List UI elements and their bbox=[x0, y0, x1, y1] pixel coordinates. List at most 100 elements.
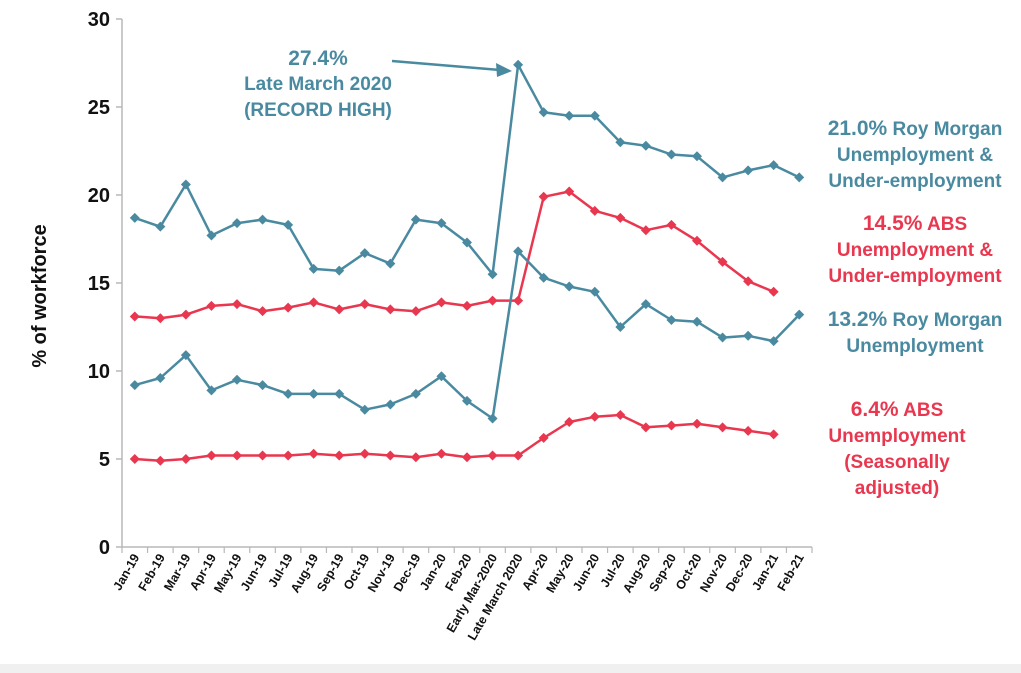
data-point bbox=[308, 448, 319, 459]
data-point bbox=[768, 336, 779, 347]
data-point bbox=[462, 237, 472, 248]
data-point bbox=[487, 269, 498, 280]
data-point bbox=[564, 110, 575, 121]
bottom-strip bbox=[0, 664, 1021, 673]
y-tick-label: 15 bbox=[88, 273, 110, 295]
y-tick-label: 0 bbox=[99, 537, 110, 559]
data-point bbox=[436, 448, 447, 459]
y-tick-label: 5 bbox=[99, 449, 110, 471]
data-point bbox=[615, 410, 626, 420]
series-2 bbox=[129, 186, 779, 324]
data-point bbox=[410, 306, 421, 317]
data-point bbox=[155, 313, 166, 324]
data-point bbox=[180, 309, 191, 320]
series-line bbox=[134, 413, 774, 463]
data-point bbox=[589, 411, 600, 422]
data-point bbox=[640, 225, 651, 236]
data-point bbox=[768, 429, 779, 440]
data-point bbox=[794, 309, 805, 320]
data-point bbox=[359, 448, 370, 459]
data-point bbox=[129, 212, 140, 223]
data-point bbox=[257, 380, 268, 391]
data-point bbox=[743, 330, 754, 341]
data-point bbox=[283, 450, 294, 461]
label-rm-unemp: 13.2% Roy Morgan Unemployment bbox=[812, 307, 1018, 360]
data-point bbox=[308, 263, 319, 274]
y-axis-label: % of workforce bbox=[29, 224, 51, 367]
label-abs-unemp-underemp: 14.5% ABS Unemployment & Under-employmen… bbox=[812, 211, 1018, 290]
data-point bbox=[564, 417, 575, 428]
record-high-date: Late March 2020 bbox=[244, 74, 392, 95]
series-line bbox=[134, 190, 775, 320]
data-point bbox=[283, 388, 294, 399]
data-point bbox=[385, 304, 396, 315]
data-point bbox=[717, 422, 728, 433]
record-high-note: (RECORD HIGH) bbox=[244, 100, 392, 121]
data-point bbox=[180, 454, 191, 464]
data-point bbox=[589, 110, 600, 121]
data-point bbox=[538, 191, 549, 202]
data-point bbox=[410, 388, 421, 399]
data-point bbox=[155, 455, 166, 466]
abs-unemp-line3: (Seasonally bbox=[844, 452, 950, 473]
data-point bbox=[257, 450, 268, 461]
data-point bbox=[538, 107, 549, 118]
data-point bbox=[257, 214, 268, 225]
data-point bbox=[129, 380, 140, 391]
record-high-annotation: 27.4% Late March 2020 (RECORD HIGH) bbox=[200, 46, 436, 124]
data-point bbox=[743, 425, 754, 436]
data-point bbox=[513, 450, 524, 461]
data-point bbox=[640, 299, 651, 310]
data-point bbox=[487, 450, 498, 461]
data-point bbox=[206, 450, 217, 461]
data-point bbox=[640, 422, 651, 433]
data-point bbox=[308, 388, 319, 399]
data-point bbox=[129, 311, 140, 322]
data-point bbox=[692, 235, 702, 246]
rm-unemp-underemp-name: Roy Morgan bbox=[892, 119, 1003, 140]
data-point bbox=[666, 149, 677, 160]
rm-unemp-underemp-value: 21.0% bbox=[827, 117, 888, 140]
data-point bbox=[257, 306, 268, 317]
data-point bbox=[334, 265, 345, 276]
data-point bbox=[232, 299, 242, 310]
data-point bbox=[206, 230, 217, 241]
data-point bbox=[692, 418, 702, 429]
abs-unemp-underemp-line3: Under-employment bbox=[828, 266, 1002, 287]
data-point bbox=[180, 179, 191, 190]
data-point bbox=[615, 212, 626, 223]
y-tick-label: 25 bbox=[88, 97, 110, 119]
data-point bbox=[206, 300, 217, 311]
label-abs-unemp: 6.4% ABS Unemployment (Seasonally adjust… bbox=[794, 397, 1000, 502]
abs-unemp-line2: Unemployment bbox=[828, 426, 966, 447]
abs-unemp-value: 6.4% bbox=[850, 398, 899, 421]
data-point bbox=[410, 214, 421, 225]
record-arrow bbox=[391, 59, 512, 77]
data-point bbox=[206, 385, 217, 396]
data-point bbox=[436, 297, 447, 308]
data-point bbox=[513, 295, 524, 306]
data-point bbox=[129, 454, 140, 464]
data-point bbox=[487, 413, 498, 424]
data-point bbox=[487, 295, 498, 306]
y-tick-label: 10 bbox=[88, 361, 110, 383]
series-4 bbox=[129, 410, 779, 466]
data-point bbox=[385, 399, 396, 410]
data-point bbox=[359, 248, 370, 259]
rm-unemp-name: Roy Morgan bbox=[892, 310, 1003, 331]
data-point bbox=[155, 221, 166, 232]
y-tick-label: 30 bbox=[88, 9, 110, 31]
data-point bbox=[743, 276, 754, 287]
data-point bbox=[283, 219, 294, 230]
data-point bbox=[359, 404, 370, 415]
data-point bbox=[589, 205, 600, 216]
data-point bbox=[513, 59, 524, 70]
data-point bbox=[615, 322, 626, 332]
rm-unemp-underemp-line2: Unemployment & bbox=[836, 145, 994, 166]
data-point bbox=[436, 218, 447, 229]
chart-series bbox=[129, 59, 805, 466]
data-point bbox=[666, 219, 677, 230]
data-point bbox=[692, 151, 702, 162]
data-point bbox=[640, 140, 651, 151]
